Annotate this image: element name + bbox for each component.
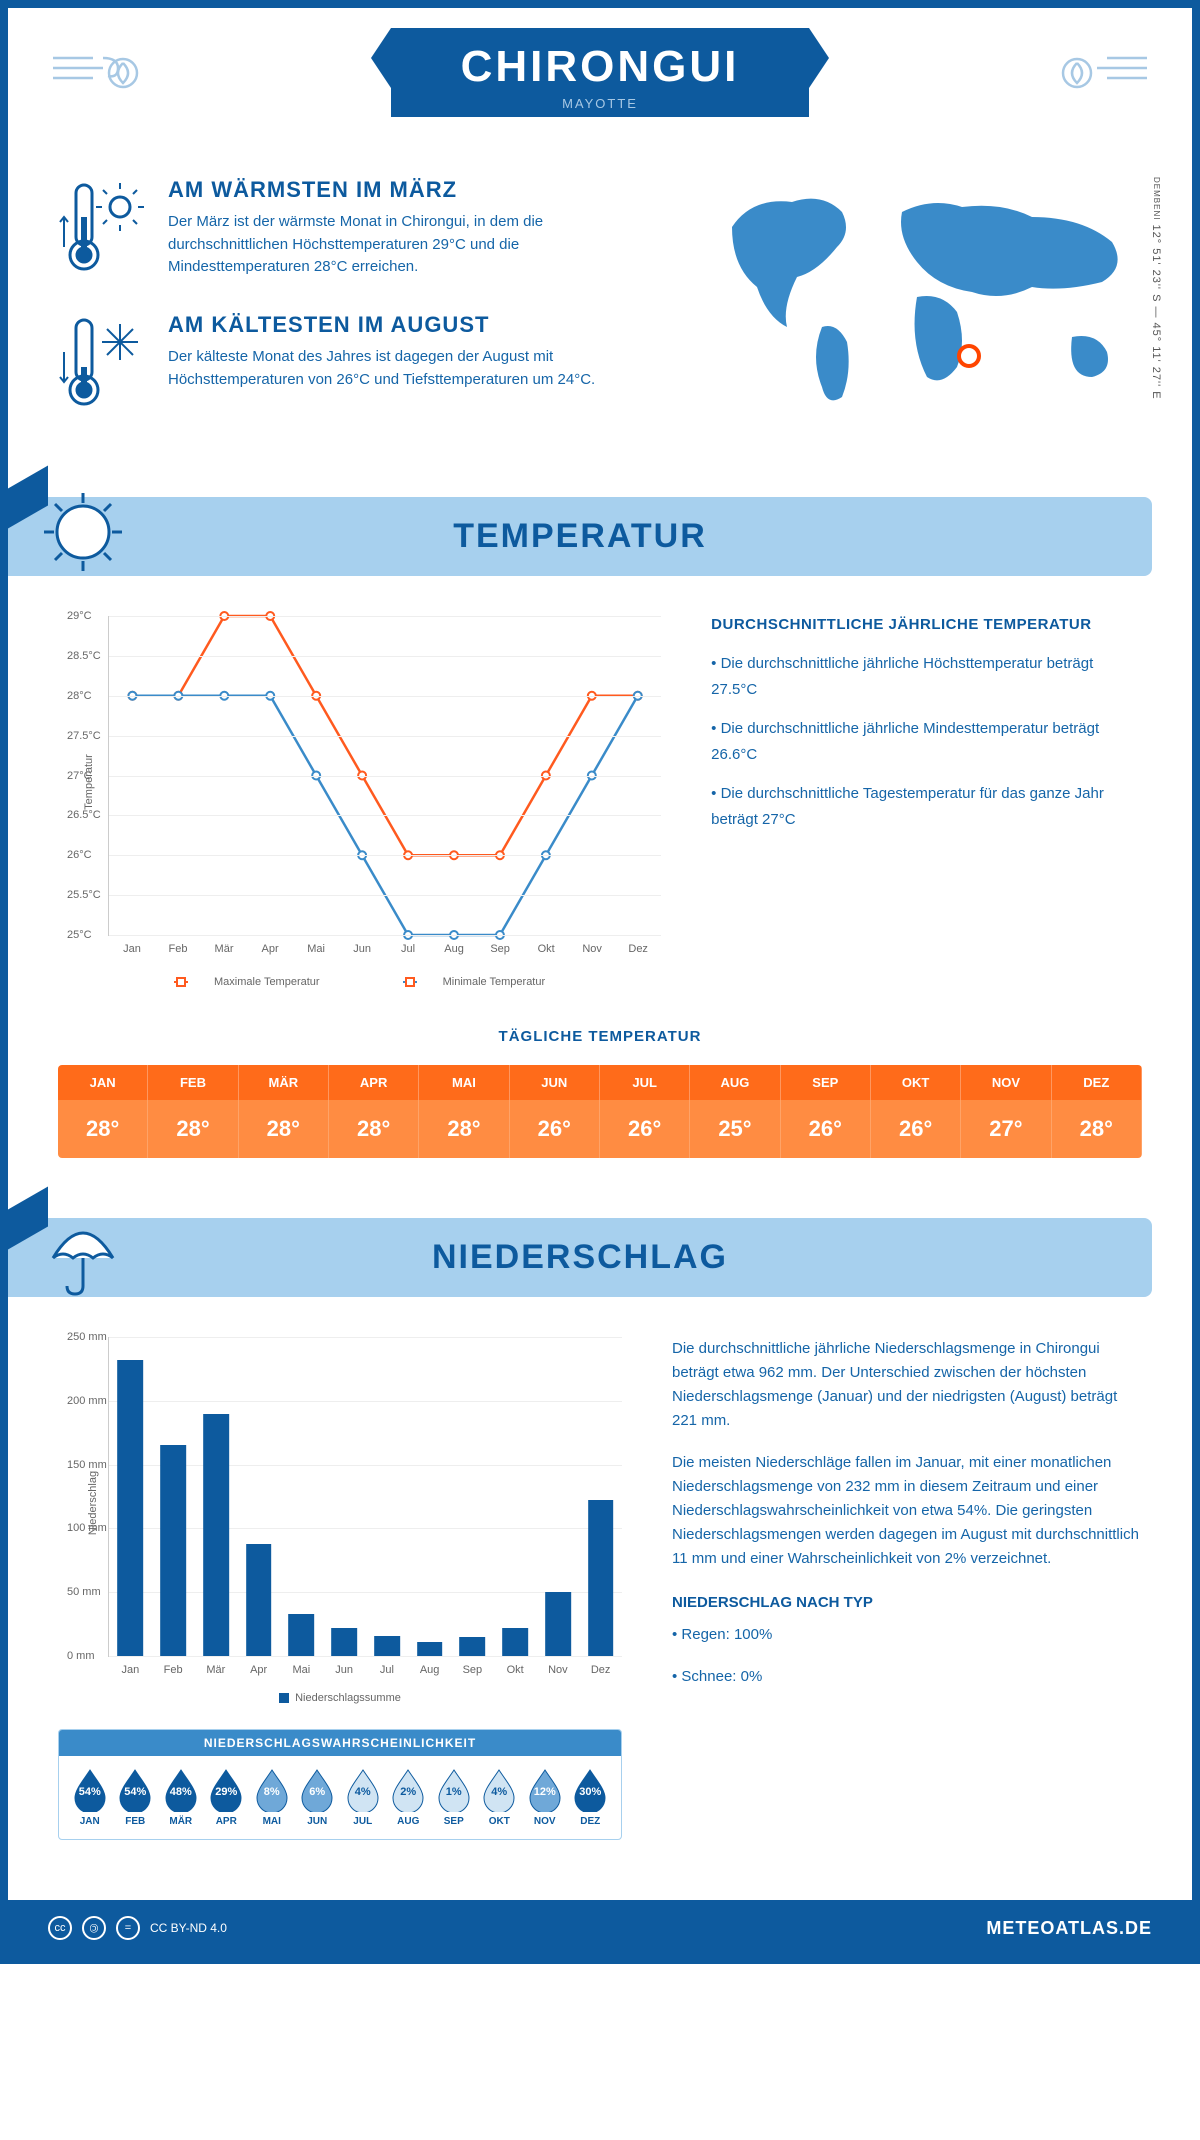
temp-bullet: • Die durchschnittliche jährliche Höchst… (711, 651, 1142, 702)
page-subtitle: MAYOTTE (461, 96, 740, 111)
precip-type-heading: NIEDERSCHLAG NACH TYP (672, 1591, 1142, 1615)
precip-probability-box: NIEDERSCHLAGSWAHRSCHEINLICHKEIT 54%JAN54… (58, 1729, 622, 1840)
header: CHIRONGUI MAYOTTE (8, 8, 1192, 147)
nd-icon: = (116, 1916, 140, 1940)
temp-col: SEP26° (781, 1065, 871, 1158)
precip-bar (588, 1500, 614, 1656)
precip-bar (203, 1414, 229, 1656)
daily-temp-table: JAN28°FEB28°MÄR28°APR28°MAI28°JUN26°JUL2… (58, 1065, 1142, 1158)
prob-drop: 1%SEP (436, 1768, 472, 1827)
precip-bar (460, 1637, 486, 1656)
thermometer-cold-icon (58, 312, 148, 417)
prob-drop: 6%JUN (299, 1768, 335, 1827)
umbrella-icon (38, 1208, 128, 1303)
precip-legend: Niederschlagssumme (58, 1692, 622, 1704)
page: CHIRONGUI MAYOTTE AM WÄRMSTEN IM MÄRZ De… (0, 0, 1200, 1964)
precip-bar (374, 1636, 400, 1656)
temp-legend: .legend .sq:nth-child(1)::after{border-c… (58, 976, 661, 988)
prob-drop: 54%FEB (117, 1768, 153, 1827)
wind-icon-left (48, 38, 158, 113)
intro-section: AM WÄRMSTEN IM MÄRZ Der März ist der wär… (8, 147, 1192, 477)
warmest-heading: AM WÄRMSTEN IM MÄRZ (168, 177, 662, 203)
temp-bullet: • Die durchschnittliche jährliche Mindes… (711, 716, 1142, 767)
thermometer-hot-icon (58, 177, 148, 282)
prob-drop: 2%AUG (390, 1768, 426, 1827)
world-map: DEMBENI 12° 51' 23'' S — 45° 11' 27'' E (702, 177, 1142, 447)
precip-bar (331, 1628, 357, 1656)
temp-col: MAI28° (419, 1065, 509, 1158)
title-banner: CHIRONGUI MAYOTTE (391, 28, 810, 117)
precip-bar (502, 1628, 528, 1656)
wind-icon-right (1042, 38, 1152, 113)
footer: cc 🄯 = CC BY-ND 4.0 METEOATLAS.DE (8, 1900, 1192, 1956)
temp-line-chart: Temperatur 25°C25.5°C26°C26.5°C27°C27.5°… (58, 616, 661, 988)
coordinates: DEMBENI 12° 51' 23'' S — 45° 11' 27'' E (1150, 177, 1162, 400)
prob-drop: 30%DEZ (572, 1768, 608, 1827)
temp-col: AUG25° (690, 1065, 780, 1158)
precip-p2: Die meisten Niederschläge fallen im Janu… (672, 1451, 1142, 1571)
temp-col: FEB28° (148, 1065, 238, 1158)
precip-bar-chart: Niederschlag 0 mm50 mm100 mm150 mm200 mm… (108, 1337, 622, 1657)
temp-col: APR28° (329, 1065, 419, 1158)
type-bullet: • Schnee: 0% (672, 1665, 1142, 1689)
temp-ylabel: Temperatur (83, 754, 95, 810)
daily-temp-section: TÄGLICHE TEMPERATUR JAN28°FEB28°MÄR28°AP… (8, 1018, 1192, 1198)
page-title: CHIRONGUI (461, 42, 740, 92)
temp-col: JUN26° (510, 1065, 600, 1158)
cc-icon: cc (48, 1916, 72, 1940)
license-text: CC BY-ND 4.0 (150, 1921, 227, 1935)
temp-col: DEZ28° (1052, 1065, 1142, 1158)
by-icon: 🄯 (82, 1916, 106, 1940)
temp-col: NOV27° (961, 1065, 1051, 1158)
temp-col: OKT26° (871, 1065, 961, 1158)
coldest-text: Der kälteste Monat des Jahres ist dagege… (168, 346, 662, 391)
prob-drop: 48%MÄR (163, 1768, 199, 1827)
prob-drop: 54%JAN (72, 1768, 108, 1827)
precip-bar (160, 1445, 186, 1656)
type-bullet: • Regen: 100% (672, 1623, 1142, 1647)
prob-heading: NIEDERSCHLAGSWAHRSCHEINLICHKEIT (59, 1730, 621, 1756)
temp-info-heading: DURCHSCHNITTLICHE JÄHRLICHE TEMPERATUR (711, 616, 1142, 633)
warmest-block: AM WÄRMSTEN IM MÄRZ Der März ist der wär… (58, 177, 662, 282)
temp-col: JAN28° (58, 1065, 148, 1158)
precip-bar (118, 1360, 144, 1656)
prob-drop: 4%OKT (481, 1768, 517, 1827)
daily-temp-heading: TÄGLICHE TEMPERATUR (58, 1028, 1142, 1045)
precip-bar (545, 1592, 571, 1656)
brand: METEOATLAS.DE (986, 1918, 1152, 1939)
prob-drop: 8%MAI (254, 1768, 290, 1827)
temp-col: JUL26° (600, 1065, 690, 1158)
temp-title: TEMPERATUR (8, 517, 1152, 556)
precip-p1: Die durchschnittliche jährliche Niedersc… (672, 1337, 1142, 1433)
prob-drop: 29%APR (208, 1768, 244, 1827)
temp-col: MÄR28° (239, 1065, 329, 1158)
temp-bullet: • Die durchschnittliche Tagestemperatur … (711, 781, 1142, 832)
precip-section-header: NIEDERSCHLAG (8, 1218, 1152, 1297)
sun-icon (38, 487, 128, 582)
prob-drop: 4%JUL (345, 1768, 381, 1827)
warmest-text: Der März ist der wärmste Monat in Chiron… (168, 211, 662, 279)
temp-info: DURCHSCHNITTLICHE JÄHRLICHE TEMPERATUR •… (711, 616, 1142, 988)
temp-section-header: TEMPERATUR (8, 497, 1152, 576)
precip-bar (417, 1642, 443, 1656)
coldest-heading: AM KÄLTESTEN IM AUGUST (168, 312, 662, 338)
coldest-block: AM KÄLTESTEN IM AUGUST Der kälteste Mona… (58, 312, 662, 417)
precip-text: Die durchschnittliche jährliche Niedersc… (672, 1337, 1142, 1840)
precip-bar (246, 1544, 272, 1656)
precip-title: NIEDERSCHLAG (8, 1238, 1152, 1277)
precip-bar (289, 1614, 315, 1656)
prob-drop: 12%NOV (527, 1768, 563, 1827)
